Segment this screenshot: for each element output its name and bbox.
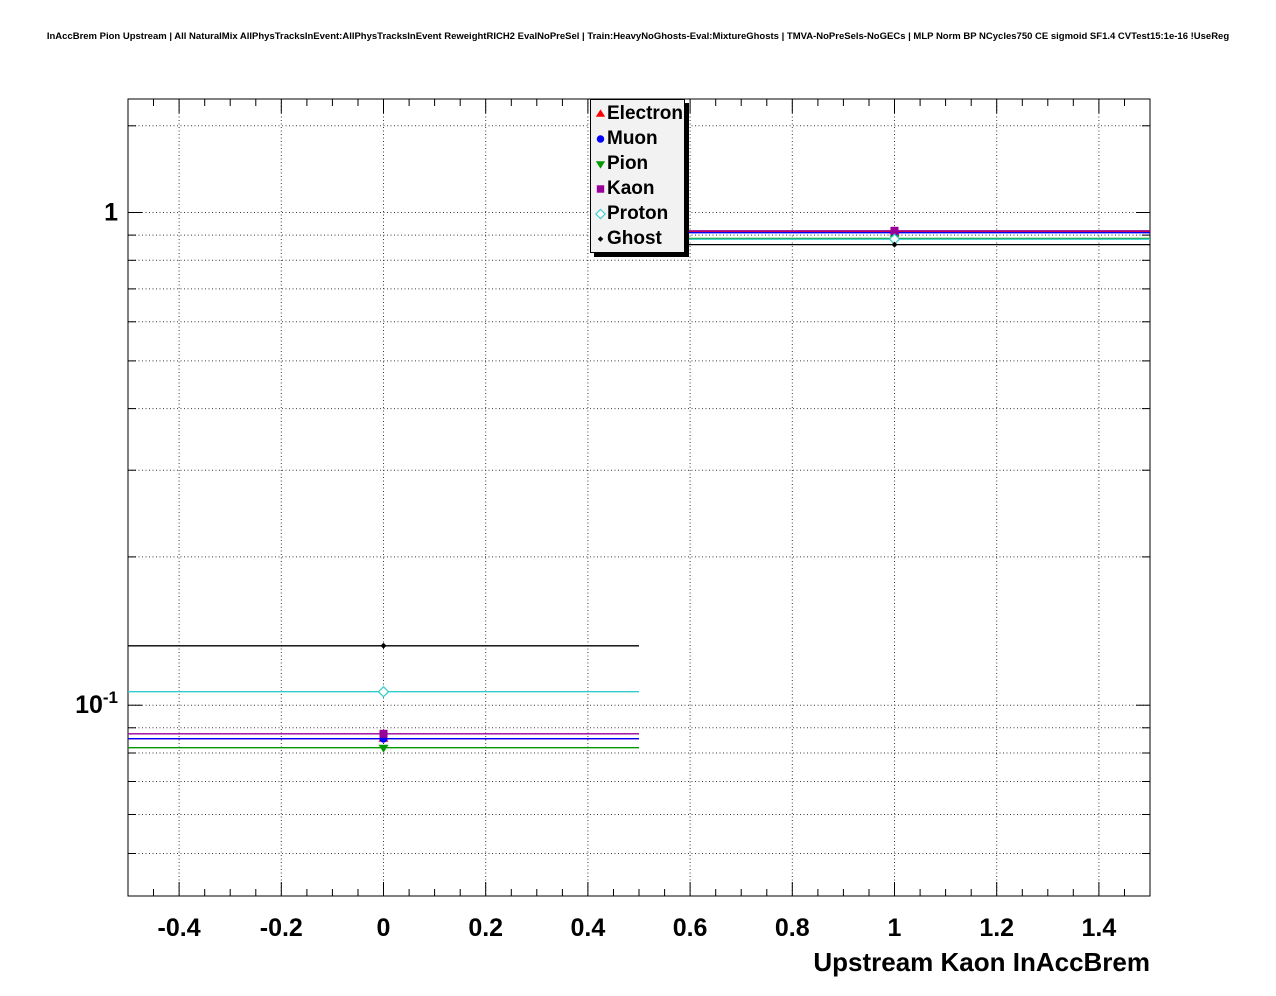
y-tick-labels: 1 10-1	[75, 199, 118, 720]
svg-text:0.2: 0.2	[468, 914, 503, 942]
legend-item-muon: Muon	[594, 126, 684, 151]
legend-triangle-up-icon	[594, 107, 607, 121]
legend-label: Muon	[607, 128, 658, 149]
legend-label: Pion	[607, 153, 649, 174]
legend-item-electron: Electron	[594, 101, 684, 126]
legend-item-ghost: Ghost	[594, 226, 684, 251]
series-pion-markers	[378, 235, 900, 753]
series-pion-lines	[128, 237, 1150, 749]
legend-item-kaon: Kaon	[594, 176, 684, 201]
svg-text:0.6: 0.6	[673, 914, 708, 942]
svg-text:1.2: 1.2	[979, 914, 1014, 942]
series-muon-markers	[379, 228, 899, 743]
legend-circle-icon	[594, 132, 607, 146]
series-proton-lines	[128, 238, 1150, 693]
legend: Electron Muon Pion Kaon Proton Ghost	[590, 99, 685, 253]
series-proton-markers	[377, 233, 901, 698]
svg-text:-0.4: -0.4	[158, 914, 201, 942]
series-electron-markers	[378, 226, 900, 742]
series-ghost-markers	[380, 241, 898, 649]
legend-item-pion: Pion	[594, 151, 684, 176]
legend-label: Electron	[607, 103, 684, 124]
plot-title: InAccBrem Pion Upstream | All NaturalMix…	[46, 31, 1230, 42]
series-kaon-markers	[379, 226, 899, 738]
legend-label: Ghost	[607, 228, 662, 249]
x-axis-title: Upstream Kaon InAccBrem	[813, 947, 1150, 977]
legend-item-proton: Proton	[594, 201, 684, 226]
svg-text:1: 1	[104, 199, 118, 227]
svg-text:1.4: 1.4	[1082, 914, 1117, 942]
legend-triangle-down-icon	[594, 157, 607, 171]
legend-label: Proton	[607, 203, 669, 224]
svg-text:0.8: 0.8	[775, 914, 810, 942]
legend-label: Kaon	[607, 178, 655, 199]
x-tick-labels: -0.4 -0.2 0 0.2 0.4 0.6 0.8 1 1.2 1.4	[158, 914, 1117, 942]
legend-diamond-icon	[594, 207, 607, 221]
legend-square-icon	[594, 182, 607, 196]
axis-ticks	[128, 99, 1150, 896]
svg-text:10-1: 10-1	[75, 688, 118, 719]
svg-text:-0.2: -0.2	[260, 914, 303, 942]
svg-text:1: 1	[888, 914, 902, 942]
svg-text:0.4: 0.4	[571, 914, 606, 942]
legend-diamond-small-icon	[594, 232, 607, 246]
svg-text:0: 0	[377, 914, 391, 942]
